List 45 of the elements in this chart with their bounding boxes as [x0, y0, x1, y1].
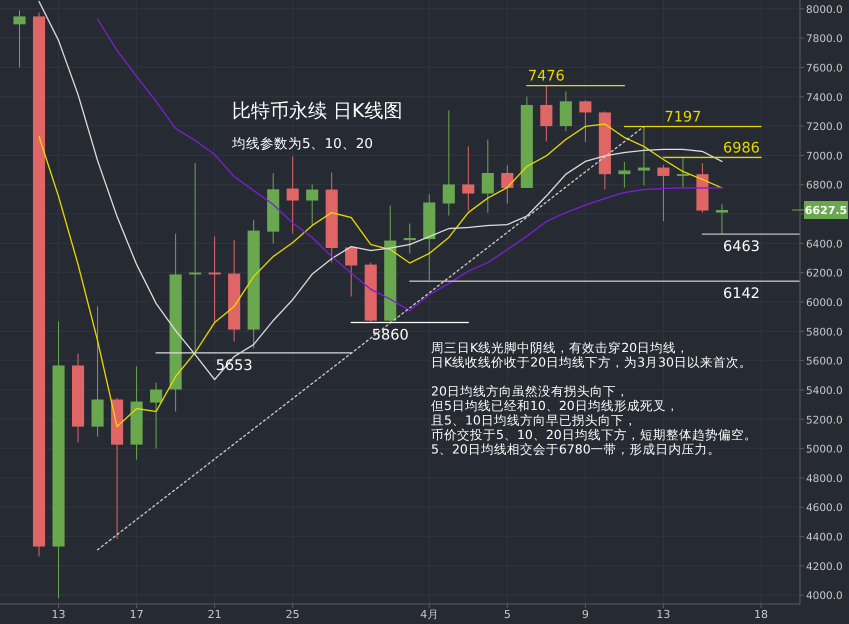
x-tick-label: 13 [656, 608, 670, 621]
annotation: 5、20日均线相交会于6780一带，形成日内压力。 [431, 442, 721, 456]
y-tick-label: 8000.0 [806, 4, 843, 16]
y-tick-label: 4800.0 [806, 472, 843, 485]
y-tick-label: 6800.0 [806, 180, 843, 192]
y-tick-label: 4600.0 [806, 502, 843, 514]
y-tick-label: 4400.0 [806, 532, 843, 544]
x-tick-label: 4月 [420, 608, 438, 621]
annotation: 20日均线方向虽然没有拐头向下， [431, 384, 629, 398]
y-tick-label: 7200.0 [806, 121, 843, 134]
annotation: 币价交投于5、10、20日均线下方，短期整体趋势偏空。 [431, 427, 757, 442]
text: 比特币永续 日K线图 [232, 100, 402, 122]
y-tick-label: 7000.0 [806, 150, 843, 162]
annotation: 且5、10日均线方向早已拐头向下， [431, 412, 637, 428]
y-tick-label: 7600.0 [806, 62, 843, 74]
y-tick-label: 4000.0 [806, 590, 843, 602]
y-tick-label: 5400.0 [806, 384, 843, 397]
x-tick-label: 21 [208, 608, 222, 621]
x-tick-label: 9 [582, 608, 589, 621]
x-tick-label: 17 [130, 608, 144, 621]
y-tick-label: 4200.0 [806, 560, 843, 573]
annotation: 7476 [528, 68, 565, 85]
y-tick-label: 6000.0 [806, 297, 843, 309]
y-tick-label: 7400.0 [806, 92, 843, 104]
x-tick-label: 13 [52, 608, 66, 621]
y-tick-label: 6400.0 [806, 238, 843, 250]
ref-line-label: 6627.5 [804, 204, 848, 218]
y-tick-label: 5800.0 [806, 326, 843, 338]
annotation: 日K线收线价收于20日均线下方，为3月30日以来首次。 [431, 354, 752, 370]
y-tick-label: 5000.0 [806, 444, 843, 456]
annotation: 6142 [723, 286, 760, 302]
y-tick-label: 6200.0 [806, 268, 843, 280]
y-tick-label: 5600.0 [806, 356, 843, 368]
annotation: 7197 [664, 110, 702, 126]
x-tick-label: 25 [286, 608, 300, 621]
x-tick-label: 18 [754, 608, 768, 621]
annotation: 5860 [372, 328, 409, 344]
annotation: 但5日均线已经和10、20日均线形成死叉， [431, 398, 679, 413]
annotation: 6986 [723, 140, 760, 156]
annotation: 6463 [723, 239, 760, 256]
annotation: 周三日K线光脚中阴线，有效击穿20日均线， [431, 340, 690, 355]
text: 均线参数为5、10、20 [231, 136, 373, 152]
y-tick-label: 5200.0 [806, 414, 843, 426]
y-tick-label: 7800.0 [806, 33, 843, 46]
x-tick-label: 5 [504, 608, 511, 621]
